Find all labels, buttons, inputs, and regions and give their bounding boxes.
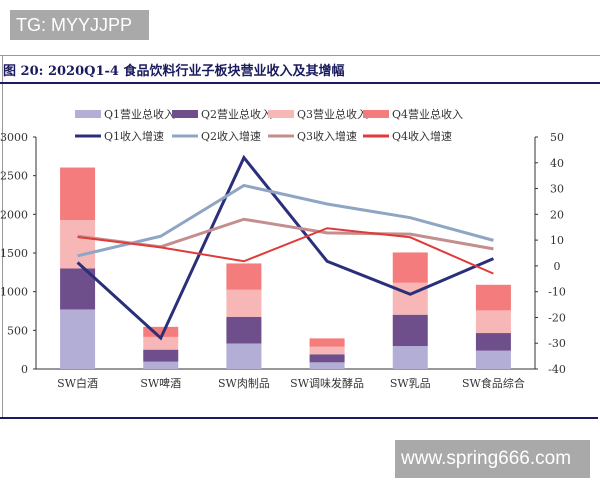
right-tick-label: 50: [550, 131, 564, 144]
right-tick-label: -30: [548, 337, 566, 350]
legend-label: Q4收入增速: [392, 129, 452, 143]
legend-label: Q4营业总收入: [392, 107, 463, 121]
category-label: SW乳品: [390, 377, 431, 390]
line-series-2: [77, 183, 494, 258]
bar-4-4: [309, 338, 345, 347]
chart-title: 图 20: 2020Q1-4 食品饮料行业子板块营业收入及其增幅: [3, 64, 345, 79]
legend-label: Q1收入增速: [104, 129, 164, 143]
bar-3-6: [475, 310, 511, 334]
bar-4-6: [475, 284, 511, 311]
bar-2-5: [392, 314, 428, 347]
left-tick-label: 2500: [0, 170, 28, 183]
right-tick-label: -20: [548, 311, 566, 324]
left-tick-label: 2000: [0, 208, 28, 221]
category-label: SW啤酒: [140, 376, 181, 390]
legend-label: Q1营业总收入: [104, 107, 175, 121]
category-label: SW食品综合: [462, 376, 525, 390]
title-divider: [0, 82, 600, 84]
bar-1-2: [143, 361, 179, 369]
bottom-divider: [0, 417, 598, 419]
legend-swatch: [75, 110, 101, 118]
bar-1-4: [309, 362, 345, 369]
left-tick-label: 1000: [0, 286, 28, 299]
bar-2-3: [226, 316, 262, 344]
frame-top-border: [0, 55, 600, 56]
bar-4-3: [226, 263, 262, 290]
legend-label: Q3营业总收入: [297, 107, 368, 121]
line-series-1: [76, 154, 495, 341]
bar-3-1: [60, 220, 96, 269]
legend-label: Q3收入增速: [297, 129, 357, 143]
bar-3-4: [309, 346, 345, 355]
legend-label: Q2营业总收入: [201, 107, 272, 121]
category-label: SW白酒: [57, 376, 98, 390]
left-tick-label: 0: [21, 363, 28, 376]
bar-2-6: [475, 333, 511, 351]
bar-1-1: [60, 309, 96, 369]
right-tick-label: -40: [548, 363, 566, 376]
bar-3-3: [226, 289, 262, 317]
legend-swatch: [268, 110, 294, 118]
right-tick-label: 20: [550, 208, 564, 221]
bar-2-2: [143, 349, 179, 362]
bar-2-1: [60, 268, 96, 310]
right-tick-label: 30: [550, 183, 564, 196]
right-tick-label: 0: [554, 260, 561, 273]
legend-swatch: [363, 110, 389, 118]
category-label: SW肉制品: [218, 377, 270, 390]
bar-3-2: [143, 336, 179, 350]
legend-label: Q2收入增速: [201, 129, 261, 143]
bar-2-4: [309, 354, 345, 363]
bar-1-6: [475, 350, 511, 369]
left-tick-label: 500: [7, 324, 28, 337]
watermark-top: TG: MYYJJPP: [10, 10, 149, 40]
bar-4-1: [60, 167, 96, 221]
line-series-4: [77, 227, 494, 275]
bar-4-2: [143, 326, 179, 337]
legend-swatch: [172, 110, 198, 118]
bar-1-3: [226, 343, 262, 369]
right-tick-label: -10: [548, 286, 566, 299]
frame-left-border: [2, 55, 3, 418]
watermark-bottom: www.spring666.com: [395, 440, 590, 478]
right-tick-label: 10: [550, 234, 564, 247]
right-tick-label: 40: [550, 157, 564, 170]
left-tick-label: 1500: [0, 247, 28, 260]
left-tick-label: 3000: [0, 131, 28, 144]
bar-4-5: [392, 252, 428, 283]
category-label: SW调味发酵品: [290, 376, 364, 390]
bar-1-5: [392, 346, 428, 369]
